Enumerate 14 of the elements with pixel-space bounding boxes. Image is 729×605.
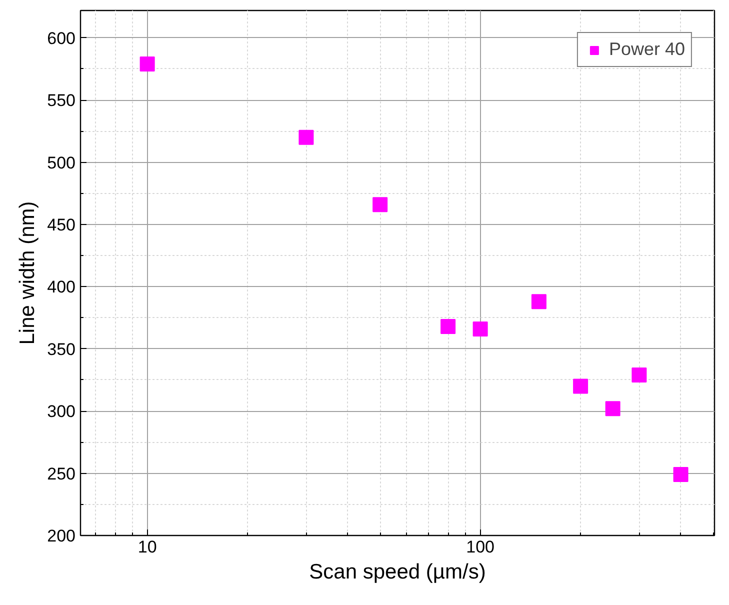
y-tick-label: 500	[47, 153, 76, 172]
y-tick-label: 400	[47, 278, 76, 297]
y-tick-label: 350	[47, 340, 76, 359]
x-tick-label: 100	[466, 538, 495, 556]
y-tick-label: 450	[47, 215, 76, 234]
y-tick-label: 200	[47, 526, 76, 546]
y-tick-label: 550	[47, 91, 76, 110]
y-axis-title: Line width (nm)	[16, 201, 40, 345]
legend-label: Power 40	[608, 39, 685, 60]
x-tick-label: 10	[138, 538, 157, 556]
y-tick-label: 250	[47, 464, 76, 484]
x-axis-title: Scan speed (µm/s)	[309, 560, 486, 584]
y-tick-label: 600	[47, 28, 76, 48]
y-tick-label: 300	[47, 402, 76, 422]
